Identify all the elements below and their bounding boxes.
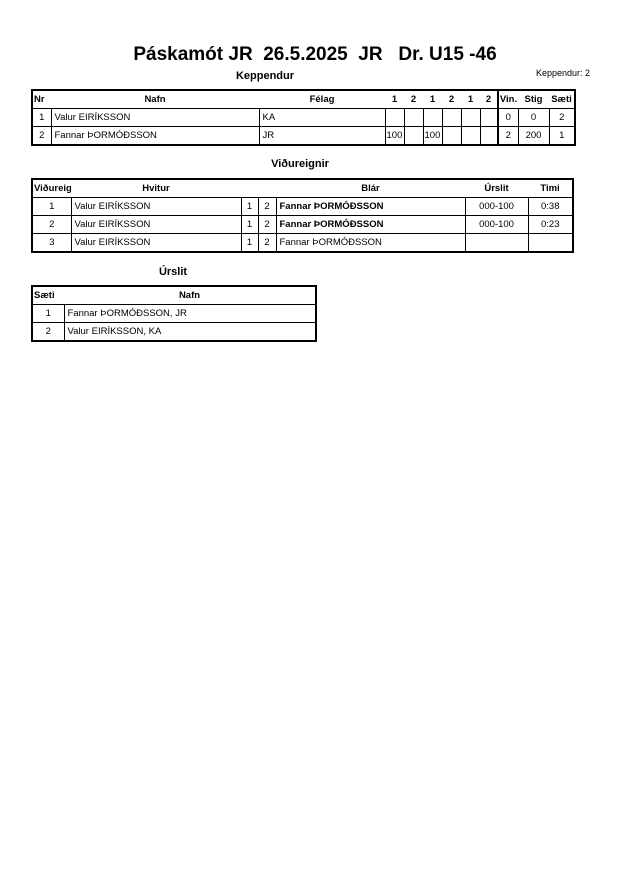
score xyxy=(460,126,481,146)
table-header: Sæti Nafn xyxy=(32,286,316,305)
score xyxy=(441,108,462,127)
col-header: 2 xyxy=(485,94,492,105)
blue-player: Fannar ÞORMÓÐSSON xyxy=(275,197,466,216)
table-row: 1 Valur EIRÍKSSON KA 0 0 2 xyxy=(31,108,576,127)
result xyxy=(464,233,529,253)
col-header: Vin. xyxy=(497,90,518,109)
place: 2 xyxy=(548,108,576,127)
table-row: 2 Valur EIRÍKSSON, KA xyxy=(31,322,317,342)
blue-player: Fannar ÞORMÓÐSSON xyxy=(275,215,466,234)
col-header: 2 xyxy=(410,94,417,105)
matches-table: Viðureign Hvitur Blár Úrslit Timi 1 Valu… xyxy=(31,178,574,253)
name: Valur EIRÍKSSON xyxy=(50,108,260,127)
score xyxy=(403,108,424,127)
score xyxy=(460,108,481,127)
participants-table: Nr Nafn Félag 1 2 1 2 1 2 Vin. Stig Sæti… xyxy=(31,89,576,146)
col-header: 1 xyxy=(429,94,436,105)
col-header: 1 xyxy=(391,94,398,105)
match-no: 2 xyxy=(31,215,72,234)
col-header: Nr xyxy=(34,94,45,105)
col-header: Hvitur xyxy=(142,183,170,194)
table-row: 3 Valur EIRÍKSSON 1 2 Fannar ÞORMÓÐSSON xyxy=(31,233,574,253)
club: JR xyxy=(258,126,386,146)
blue-mark: 2 xyxy=(257,197,277,216)
table-row: 1 Fannar ÞORMÓÐSSON, JR xyxy=(31,304,317,323)
results-table: Sæti Nafn 1 Fannar ÞORMÓÐSSON, JR 2 Valu… xyxy=(31,285,317,342)
match-no: 1 xyxy=(31,197,72,216)
points: 200 xyxy=(517,126,550,146)
col-header: 1 xyxy=(467,94,474,105)
score: 100 xyxy=(422,126,443,146)
points: 0 xyxy=(517,108,550,127)
col-header xyxy=(241,179,258,198)
blue-mark: 2 xyxy=(257,233,277,253)
col-header: Nafn xyxy=(144,94,166,105)
table-row: 1 Valur EIRÍKSSON 1 2 Fannar ÞORMÓÐSSON … xyxy=(31,197,574,216)
white-player: Valur EIRÍKSSON xyxy=(70,233,242,253)
score xyxy=(403,126,424,146)
col-header: Félag xyxy=(309,94,335,105)
name: Valur EIRÍKSSON, KA xyxy=(63,322,317,342)
col-header: Sæti xyxy=(551,94,572,105)
nr: 1 xyxy=(31,108,52,127)
result: 000-100 xyxy=(464,215,529,234)
col-header: Timi xyxy=(540,183,560,194)
result: 000-100 xyxy=(464,197,529,216)
score xyxy=(384,108,405,127)
name: Fannar ÞORMÓÐSSON xyxy=(50,126,260,146)
name: Fannar ÞORMÓÐSSON, JR xyxy=(63,304,317,323)
place: 2 xyxy=(31,322,65,342)
time xyxy=(527,233,574,253)
col-header: Sæti xyxy=(34,290,55,301)
score: 100 xyxy=(384,126,405,146)
blue-player: Fannar ÞORMÓÐSSON xyxy=(275,233,466,253)
white-mark: 1 xyxy=(240,197,259,216)
col-header: Viðureign xyxy=(34,183,71,194)
white-mark: 1 xyxy=(240,233,259,253)
club: KA xyxy=(258,108,386,127)
col-header: Nafn xyxy=(178,290,201,301)
white-player: Valur EIRÍKSSON xyxy=(70,215,242,234)
col-header: Úrslit xyxy=(484,183,509,194)
match-no: 3 xyxy=(31,233,72,253)
white-player: Valur EIRÍKSSON xyxy=(70,197,242,216)
matches-heading: Viðureignir xyxy=(271,158,329,170)
keppendur-heading: Keppendur xyxy=(235,70,295,82)
results-heading: Úrslit xyxy=(158,266,188,278)
participant-count: Keppendur: 2 xyxy=(536,68,591,78)
white-mark: 1 xyxy=(240,215,259,234)
col-header: 2 xyxy=(448,94,455,105)
time: 0:23 xyxy=(527,215,574,234)
table-row: 2 Valur EIRÍKSSON 1 2 Fannar ÞORMÓÐSSON … xyxy=(31,215,574,234)
place: 1 xyxy=(548,126,576,146)
nr: 2 xyxy=(31,126,52,146)
score xyxy=(479,126,499,146)
col-header: Stig xyxy=(524,94,543,105)
table-header: Viðureign Hvitur Blár Úrslit Timi xyxy=(32,179,573,198)
wins: 2 xyxy=(497,126,519,146)
table-row: 2 Fannar ÞORMÓÐSSON JR 100 100 2 200 1 xyxy=(31,126,576,146)
place: 1 xyxy=(31,304,65,323)
score xyxy=(479,108,499,127)
table-header: Nr Nafn Félag 1 2 1 2 1 2 Vin. Stig Sæti xyxy=(32,90,575,109)
score xyxy=(441,126,462,146)
col-header: Blár xyxy=(361,183,380,194)
score xyxy=(422,108,443,127)
blue-mark: 2 xyxy=(257,215,277,234)
page-title: Páskamót JR 26.5.2025 JR Dr. U15 -46 xyxy=(133,44,497,65)
time: 0:38 xyxy=(527,197,574,216)
col-header xyxy=(258,179,276,198)
wins: 0 xyxy=(497,108,519,127)
